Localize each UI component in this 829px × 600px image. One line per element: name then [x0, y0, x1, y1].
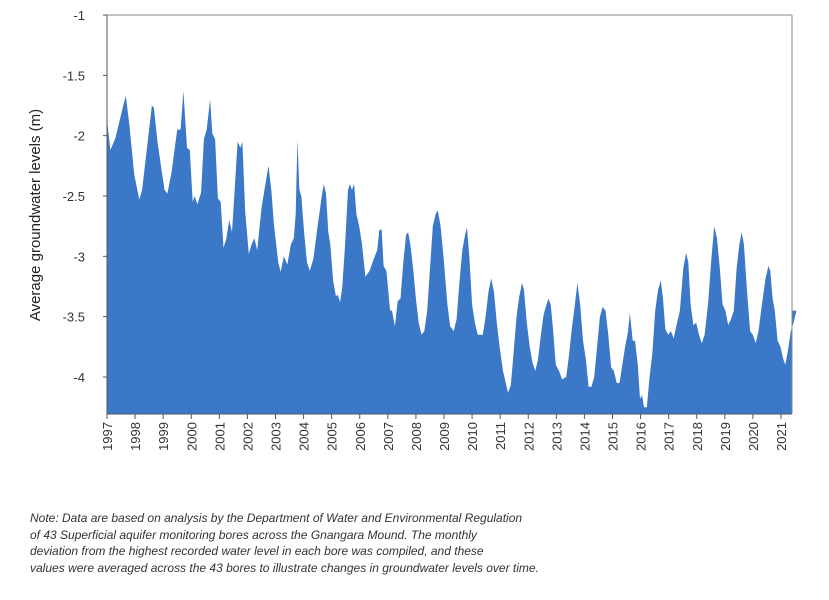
y-tick-label: -2.5 — [63, 189, 85, 204]
y-tick-label: -1.5 — [63, 68, 85, 83]
groundwater-area-chart: -1 -1.5 -2 -2.5 -3 -3.5 -4 1997 1998 1999 2000 200… — [27, 8, 797, 451]
y-tick-label: -2 — [73, 129, 85, 144]
y-tick-label: -1 — [73, 8, 85, 23]
y-tick-label: -3.5 — [63, 310, 85, 325]
x-tick-label: 2006 — [353, 422, 368, 451]
groundwater-level-area — [107, 91, 797, 414]
x-tick-label: 2002 — [240, 422, 255, 451]
x-tick-label: 2004 — [297, 422, 312, 451]
y-tick-label: -4 — [73, 370, 85, 385]
x-tick-label: 2001 — [212, 422, 227, 451]
x-tick-label: 2008 — [409, 422, 424, 451]
x-tick-label: 2017 — [662, 422, 677, 451]
plot-area — [106, 14, 797, 415]
x-tick-label: 2000 — [184, 422, 199, 451]
footnote-line: of 43 Superficial aquifer monitoring bor… — [30, 527, 477, 542]
x-tick-label: 2015 — [606, 422, 621, 451]
footnote-line: Note: Data are based on analysis by the … — [30, 511, 523, 525]
footnote-line: values were averaged across the 43 bores… — [30, 560, 539, 575]
x-axis-ticks: 1997 1998 1999 2000 2001 2002 2003 2004 2005 2006… — [100, 414, 789, 451]
x-tick-label: 2005 — [325, 422, 340, 451]
y-axis-ticks: -1 -1.5 -2 -2.5 -3 -3.5 -4 — [63, 8, 107, 385]
x-tick-label: 2007 — [381, 422, 396, 451]
chart-footnote: Note: Data are based on analysis by the … — [30, 510, 590, 576]
x-tick-label: 2012 — [521, 422, 536, 451]
y-axis-title: Average groundwater levels (m) — [27, 109, 44, 321]
x-tick-label: 2020 — [746, 422, 761, 451]
x-tick-label: 2003 — [269, 422, 284, 451]
x-tick-label: 2019 — [718, 422, 733, 451]
x-tick-label: 1999 — [156, 422, 171, 451]
y-tick-label: -3 — [73, 249, 85, 264]
x-tick-label: 2010 — [465, 422, 480, 451]
x-tick-label: 2009 — [437, 422, 452, 451]
footnote-line: deviation from the highest recorded wate… — [30, 544, 484, 558]
x-tick-label: 2021 — [774, 422, 789, 451]
x-tick-label: 2013 — [549, 422, 564, 451]
x-tick-label: 1997 — [100, 422, 115, 451]
x-tick-label: 2016 — [634, 422, 649, 451]
x-tick-label: 2014 — [577, 422, 592, 451]
x-tick-label: 1998 — [128, 422, 143, 451]
x-tick-label: 2018 — [690, 422, 705, 451]
x-tick-label: 2011 — [493, 422, 508, 450]
